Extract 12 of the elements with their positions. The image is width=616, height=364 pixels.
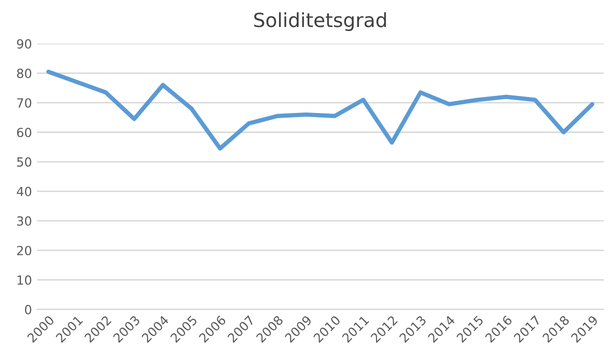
y-tick-label: 0 <box>24 304 32 314</box>
y-tick-label: 30 <box>17 216 32 226</box>
y-tick-label: 90 <box>16 39 32 49</box>
y-tick-label: 60 <box>17 128 32 138</box>
y-tick-label: 80 <box>17 68 32 78</box>
y-tick-label: 40 <box>16 186 32 196</box>
y-tick-label: 50 <box>17 157 32 167</box>
chart-title: Soliditetsgrad <box>254 12 386 32</box>
line-series <box>46 70 594 151</box>
y-tick-label: 10 <box>18 275 32 285</box>
y-tick-label: 20 <box>17 246 32 256</box>
y-tick-label: 70 <box>17 98 32 108</box>
